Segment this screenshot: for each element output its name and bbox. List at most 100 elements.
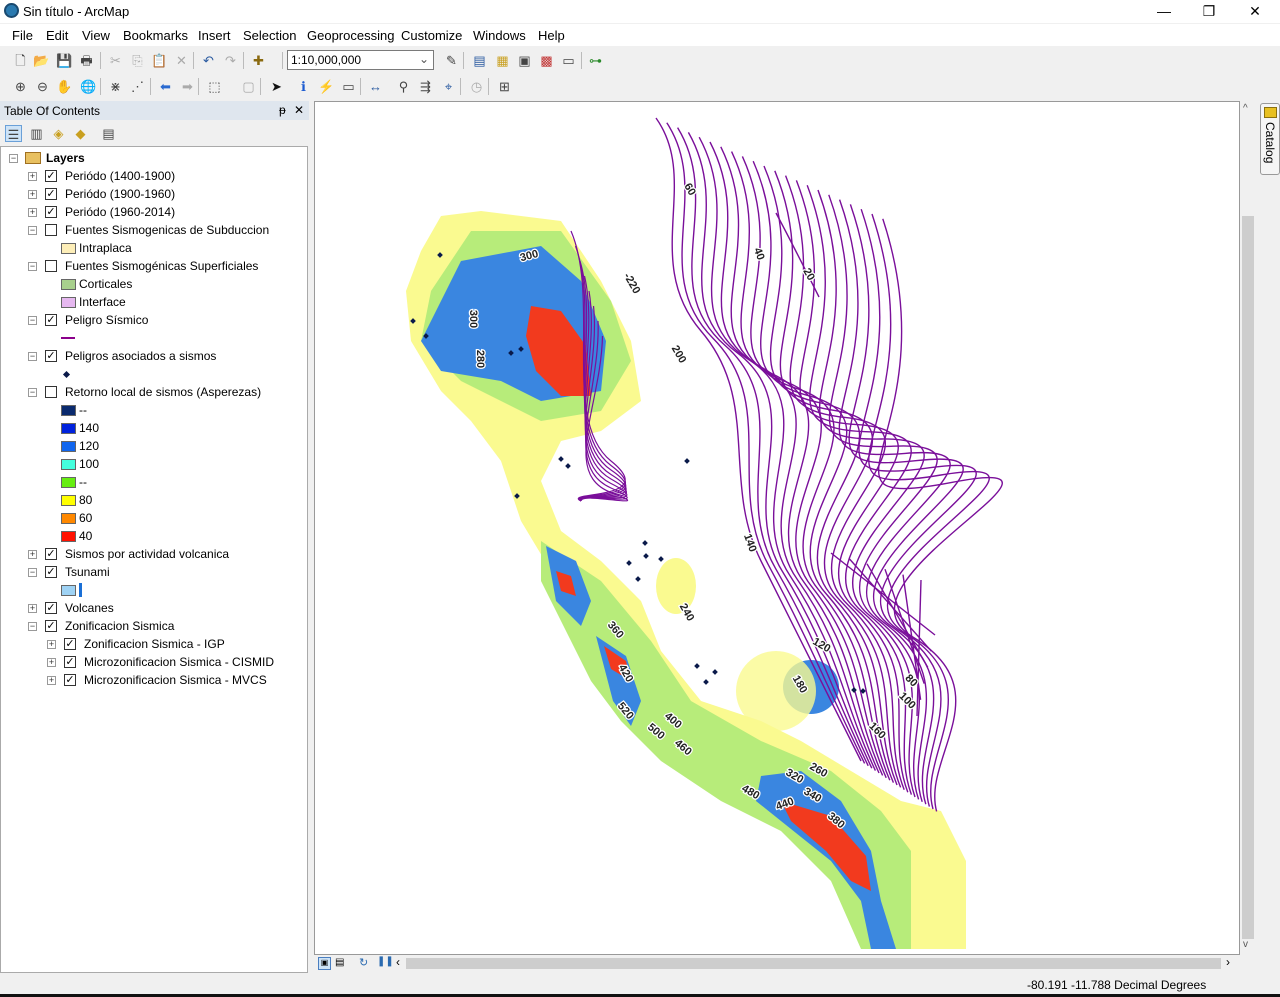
minimize-button[interactable]: — [1157,3,1171,19]
expand-icon[interactable]: + [47,675,56,685]
search-window-icon[interactable]: ▩ [540,53,553,68]
layer-visibility-checkbox[interactable]: ✓ [45,566,57,578]
expand-icon[interactable]: + [47,639,56,649]
layer-item[interactable]: − Fuentes Sismogénicas Superficiales [1,257,307,275]
save-icon[interactable]: 💾 [56,53,73,68]
time-slider-icon[interactable]: ◷ [470,79,483,94]
add-data-icon[interactable]: ✚ [253,53,264,68]
layer-item[interactable]: + ✓ Periódo (1900-1960) [1,185,307,203]
expand-icon[interactable]: + [28,207,37,217]
list-by-visibility-icon[interactable]: ◈ [53,126,64,141]
map-view[interactable]: 60 40 20 -220 200 300 300 280 140 240 120 180 80 100 1… [314,101,1240,955]
paste-icon[interactable]: 📋 [151,53,168,68]
list-by-drawing-order-icon[interactable]: ☰ [5,125,22,142]
delete-icon[interactable]: ✕ [176,53,187,68]
menu-selection[interactable]: Selection [243,28,297,43]
layer-item[interactable]: + ✓ Periódo (1400-1900) [1,167,307,185]
scroll-right-icon[interactable]: › [1226,955,1230,969]
expand-icon[interactable]: + [28,171,37,181]
collapse-icon[interactable]: − [9,153,18,163]
fixed-zoom-out-icon[interactable]: ⋰ [131,79,144,94]
sublayer-item[interactable]: + ✓ Microzonificacion Sismica - MVCS [1,671,307,689]
layer-item[interactable]: − ✓ Peligro Sísmico [1,311,307,329]
map-scale-dropdown[interactable]: 1:10,000,000 ⌄ [287,50,434,70]
identify-icon[interactable]: ℹ [301,79,306,94]
menu-windows[interactable]: Windows [473,28,526,43]
collapse-icon[interactable]: − [28,567,37,577]
tree-root-layers[interactable]: − Layers [1,149,307,167]
modelbuilder-icon[interactable]: ⊶ [589,53,602,68]
cut-icon[interactable]: ✂ [110,53,121,68]
pin-icon[interactable]: ᵽ [279,103,286,117]
back-extent-icon[interactable]: ⬅ [160,79,171,94]
pause-drawing-icon[interactable]: ❚❚ [377,956,394,967]
layer-item[interactable]: + ✓ Periódo (1960-2014) [1,203,307,221]
layer-visibility-checkbox[interactable] [45,260,57,272]
layer-visibility-checkbox[interactable]: ✓ [45,188,57,200]
maximize-button[interactable]: ❐ [1202,3,1216,19]
layer-visibility-checkbox[interactable] [45,224,57,236]
collapse-icon[interactable]: − [28,351,37,361]
layer-item[interactable]: − ✓ Zonificacion Sismica [1,617,307,635]
layer-visibility-checkbox[interactable]: ✓ [45,548,57,560]
measure-icon[interactable]: ↔ [369,79,382,94]
forward-extent-icon[interactable]: ➡ [182,79,193,94]
scroll-up-icon[interactable]: ^ [1243,103,1248,114]
layer-item[interactable]: − Retorno local de sismos (Asperezas) [1,383,307,401]
layer-item[interactable]: + ✓ Volcanes [1,599,307,617]
vertical-scrollbar[interactable]: ^ v [1240,101,1256,955]
layer-item[interactable]: − Fuentes Sismogenicas de Subduccion [1,221,307,239]
catalog-tab[interactable]: Catalog [1260,103,1280,175]
arctoolbox-icon[interactable]: ▦ [496,53,509,68]
layer-visibility-checkbox[interactable] [45,386,57,398]
undo-icon[interactable]: ↶ [203,53,214,68]
collapse-icon[interactable]: − [28,387,37,397]
new-document-icon[interactable]: 🗋 [15,53,26,68]
layer-item[interactable]: − ✓ Tsunami [1,563,307,581]
redo-icon[interactable]: ↷ [225,53,236,68]
menu-view[interactable]: View [82,28,110,43]
toc-window-icon[interactable]: ▤ [473,53,486,68]
open-icon[interactable]: 📂 [33,53,50,68]
pan-icon[interactable]: ✋ [56,79,73,94]
horizontal-scroll-thumb[interactable] [406,958,1221,969]
scroll-left-icon[interactable]: ‹ [396,955,400,969]
layer-visibility-checkbox[interactable]: ✓ [64,674,76,686]
html-popup-icon[interactable]: ▭ [342,79,355,94]
fixed-zoom-in-icon[interactable]: ⋇ [110,79,121,94]
layer-visibility-checkbox[interactable]: ✓ [45,602,57,614]
menu-help[interactable]: Help [538,28,565,43]
toc-close-button[interactable]: ✕ [294,103,305,117]
hyperlink-icon[interactable]: ⚡ [318,79,335,94]
catalog-window-icon[interactable]: ▣ [518,53,531,68]
sublayer-item[interactable]: + ✓ Zonificacion Sismica - IGP [1,635,307,653]
layer-visibility-checkbox[interactable]: ✓ [45,206,57,218]
layer-visibility-checkbox[interactable]: ✓ [45,314,57,326]
expand-icon[interactable]: + [28,189,37,199]
select-elements-icon[interactable]: ➤ [271,79,282,94]
list-by-selection-icon[interactable]: ◆ [75,126,86,141]
layer-visibility-checkbox[interactable]: ✓ [45,350,57,362]
copy-icon[interactable]: ⎘ [132,53,143,68]
go-to-xy-icon[interactable]: ⌖ [444,79,453,94]
expand-icon[interactable]: + [47,657,56,667]
layer-visibility-checkbox[interactable]: ✓ [64,656,76,668]
data-view-button[interactable]: ▣ [318,957,331,970]
collapse-icon[interactable]: − [28,225,37,235]
menu-geoprocessing[interactable]: Geoprocessing [307,28,395,43]
layer-visibility-checkbox[interactable]: ✓ [45,620,57,632]
magnifier-icon[interactable]: ⊞ [499,79,510,94]
sublayer-item[interactable]: + ✓ Microzonificacion Sismica - CISMID [1,653,307,671]
expand-icon[interactable]: + [28,603,37,613]
collapse-icon[interactable]: − [28,621,37,631]
layer-item[interactable]: − ✓ Peligros asociados a sismos [1,347,307,365]
print-icon[interactable]: 🖶 [80,53,93,68]
editor-toolbar-icon[interactable]: ✎ [446,53,457,68]
layout-view-button[interactable]: ▤ [335,957,345,968]
refresh-icon[interactable]: ↻ [359,957,369,969]
menu-customize[interactable]: Customize [401,28,463,43]
full-extent-icon[interactable]: 🌐 [80,79,97,94]
clear-selection-icon[interactable]: ▢ [242,79,255,94]
collapse-icon[interactable]: − [28,261,37,271]
collapse-icon[interactable]: − [28,315,37,325]
